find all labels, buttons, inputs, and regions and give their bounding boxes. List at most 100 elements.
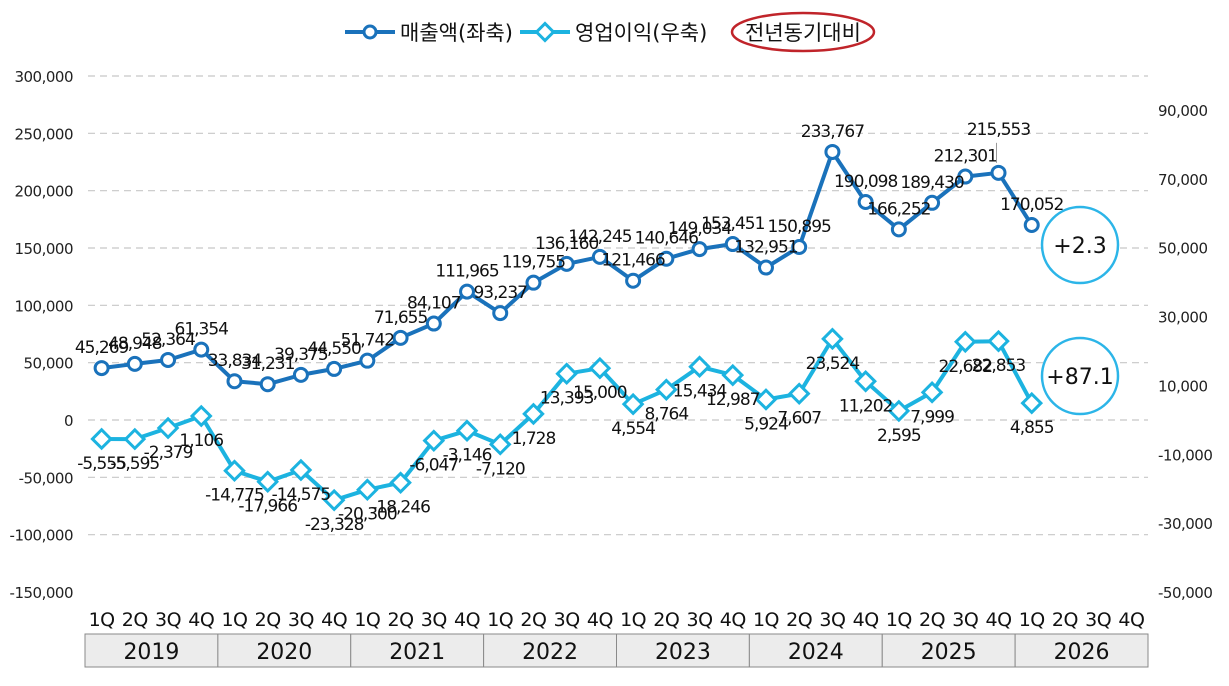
op-data-label: -5,595 bbox=[110, 454, 159, 474]
revenue-data-label: 84,107 bbox=[407, 294, 461, 314]
year-box bbox=[84, 633, 219, 668]
quarter-label: 1Q bbox=[221, 609, 247, 631]
op-data-label: 23,524 bbox=[806, 354, 860, 374]
revenue-point bbox=[492, 305, 509, 322]
year-label: 2024 bbox=[788, 640, 844, 665]
quarter-label: 3Q bbox=[421, 609, 447, 631]
op-point bbox=[854, 369, 877, 393]
op-yoy-badge-ring bbox=[1040, 336, 1120, 416]
quarter-label: 3Q bbox=[952, 609, 978, 631]
revenue-point bbox=[757, 259, 774, 276]
right-tick-label: 30,000 bbox=[1158, 309, 1208, 327]
quarter-label: 3Q bbox=[819, 609, 845, 631]
revenue-point bbox=[625, 272, 642, 289]
revenue-point bbox=[658, 250, 675, 267]
revenue-data-label: 233,767 bbox=[801, 122, 864, 142]
quarter-label: 2Q bbox=[1052, 609, 1078, 631]
revenue-point bbox=[126, 355, 143, 372]
quarter-label: 2Q bbox=[520, 609, 546, 631]
op-data-label: -17,966 bbox=[238, 497, 297, 517]
op-point bbox=[621, 392, 645, 416]
op-data-label: 11,202 bbox=[839, 396, 893, 416]
revenue-point bbox=[459, 283, 476, 300]
quarter-label: 4Q bbox=[454, 609, 480, 631]
revenue-point bbox=[193, 341, 210, 358]
revenue-point bbox=[857, 194, 874, 211]
year-box bbox=[217, 633, 352, 668]
year-label: 2025 bbox=[921, 640, 977, 665]
left-tick-label: 250,000 bbox=[14, 125, 73, 143]
left-tick-label: -50,000 bbox=[19, 469, 73, 487]
quarter-label: 2Q bbox=[919, 609, 945, 631]
legend-yoy-label: 전년동기대비 bbox=[745, 21, 861, 45]
revenue-data-label: 44,550 bbox=[307, 339, 361, 359]
revenue-point bbox=[392, 329, 409, 346]
legend-revenue: 매출액(좌축) bbox=[345, 21, 513, 45]
op-data-label: 22,853 bbox=[972, 356, 1026, 376]
op-data-label: -20,300 bbox=[338, 505, 397, 525]
revenue-point bbox=[924, 194, 941, 211]
left-tick-label: -150,000 bbox=[10, 584, 73, 602]
op-point bbox=[1020, 391, 1044, 415]
op-point bbox=[256, 470, 280, 494]
revenue-point bbox=[359, 352, 376, 369]
left-tick-label: 150,000 bbox=[14, 240, 73, 258]
legend-op-marker bbox=[534, 21, 556, 43]
year-box bbox=[748, 633, 883, 668]
quarter-label: 4Q bbox=[1118, 609, 1144, 631]
op-point bbox=[721, 363, 745, 387]
op-point bbox=[488, 433, 512, 456]
op-point bbox=[688, 355, 711, 379]
op-point bbox=[754, 388, 778, 411]
revenue-data-label: 45,269 bbox=[75, 338, 129, 358]
revenue-data-label: 150,895 bbox=[768, 217, 831, 237]
op-point bbox=[356, 478, 379, 502]
op-data-label: -3,146 bbox=[443, 446, 492, 466]
revenue-yoy-badge: +2.3 bbox=[1040, 205, 1120, 285]
op-data-label: 5,924 bbox=[744, 414, 788, 434]
revenue-data-label: 215,553 bbox=[967, 120, 1030, 140]
quarter-label: 1Q bbox=[1019, 609, 1045, 631]
year-box bbox=[350, 633, 485, 668]
x-axis: 1Q 2Q 3Q 4Q 2019 1Q 2Q 3Q 4Q 2020 1Q 2Q 3Q 4Q 2021 1Q 2Q… bbox=[84, 609, 1149, 668]
op-point bbox=[322, 488, 346, 512]
revenue-data-label: 190,098 bbox=[834, 172, 897, 192]
op-data-label: 22,682 bbox=[939, 357, 993, 377]
op-point bbox=[422, 429, 446, 452]
revenue-point bbox=[259, 376, 276, 393]
op-point bbox=[821, 327, 844, 351]
revenue-point bbox=[791, 238, 808, 255]
op-data-label: 12,987 bbox=[706, 390, 760, 410]
revenue-data-label: 93,237 bbox=[473, 283, 527, 303]
revenue-point bbox=[326, 360, 343, 377]
quarter-label: 2Q bbox=[122, 609, 148, 631]
op-data-label: 4,554 bbox=[611, 419, 655, 439]
legend-revenue-marker bbox=[362, 24, 378, 40]
revenue-point bbox=[93, 360, 110, 377]
revenue-point bbox=[525, 274, 542, 291]
revenue-point bbox=[226, 373, 243, 390]
revenue-data-label: 33,834 bbox=[208, 351, 262, 371]
left-tick-label: 0 bbox=[64, 412, 73, 430]
op-point bbox=[953, 330, 977, 354]
legend: 매출액(좌축) 영업이익(우축) 전년동기대비 bbox=[345, 11, 876, 53]
revenue-data-label: 149,034 bbox=[668, 219, 731, 239]
op-data-label: 2,595 bbox=[877, 426, 921, 446]
right-tick-label: 10,000 bbox=[1158, 377, 1208, 395]
right-tick-label: 50,000 bbox=[1158, 240, 1208, 258]
revenue-data-label: 111,965 bbox=[435, 262, 498, 282]
revenue-data-label: 71,655 bbox=[374, 308, 428, 328]
op-data-label: 1,106 bbox=[179, 431, 223, 451]
quarter-label: 2Q bbox=[653, 609, 679, 631]
revenue-data-label: 61,354 bbox=[175, 320, 229, 340]
op-data-label: -14,575 bbox=[272, 485, 331, 505]
op-data-label: -6,047 bbox=[409, 456, 458, 476]
year-box bbox=[483, 633, 617, 668]
op-data-label: 1,728 bbox=[512, 429, 556, 449]
revenue-data-label: 140,646 bbox=[635, 229, 698, 249]
op-point bbox=[555, 362, 578, 386]
revenue-data-label: 153,451 bbox=[701, 214, 764, 234]
op-point bbox=[920, 381, 944, 404]
op-data-label: 15,434 bbox=[673, 382, 727, 402]
